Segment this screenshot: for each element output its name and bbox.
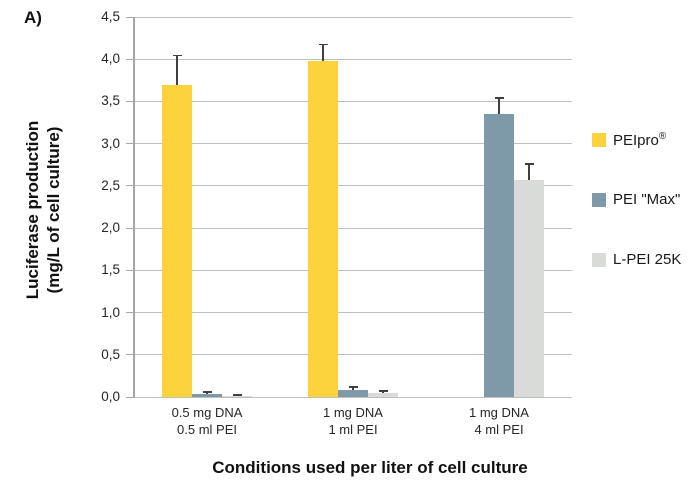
- y-axis-tick: [126, 100, 134, 102]
- legend-swatch-pei-max: [592, 192, 606, 207]
- x-axis-title: Conditions used per liter of cell cultur…: [212, 458, 528, 477]
- error-bar-cap-pei-max-cat2: [348, 386, 358, 389]
- x-category-label-line: 1 mg DNA: [323, 405, 383, 420]
- legend-swatch-peipro: [592, 133, 606, 147]
- bar-pei-max-cat1: [192, 394, 222, 397]
- error-bar-cap-peipro-cat2: [318, 43, 328, 46]
- legend-label-pei-max: PEI "Max": [613, 191, 681, 208]
- bar-peipro-cat1: [162, 84, 192, 397]
- x-category-label-2: 1 mg DNA 1 ml PEI: [287, 404, 419, 438]
- x-category-label-line: 0.5 ml PEI: [177, 422, 237, 437]
- gridline: [134, 58, 572, 60]
- error-bar-cap-peipro-cat1: [172, 54, 182, 57]
- y-axis-title: Luciferase production (mg/L of cell cult…: [22, 100, 64, 320]
- legend-item-l-pei-25k: L-PEI 25K: [592, 251, 681, 268]
- y-axis-tick: [126, 312, 134, 314]
- y-axis-tick: [126, 185, 134, 187]
- y-axis-title-line2: (mg/L of cell culture): [44, 126, 63, 294]
- legend-swatch-l-pei-25k: [592, 252, 606, 267]
- y-axis-tick: [126, 16, 134, 18]
- y-axis-line: [133, 17, 135, 398]
- gridline: [134, 227, 572, 229]
- bar-l-pei-25k-cat1: [222, 395, 252, 397]
- y-axis-tick: [126, 396, 134, 398]
- y-axis-title-line1: Luciferase production: [23, 120, 42, 300]
- legend-label-l-pei-25k: L-PEI 25K: [613, 251, 682, 268]
- error-bar-peipro-cat2: [322, 44, 324, 61]
- error-bar-cap-l-pei-25k-cat1: [232, 393, 242, 396]
- y-tick-label: 4,5: [101, 9, 120, 24]
- gridline: [134, 185, 572, 187]
- error-bar-cap-l-pei-25k-cat2: [378, 389, 388, 392]
- y-tick-label: 0,0: [101, 389, 120, 404]
- y-tick-label: 1,0: [101, 304, 120, 320]
- y-tick-label: 1,5: [101, 262, 120, 278]
- y-tick-label: 3,0: [101, 135, 120, 151]
- error-bar-cap-pei-max-cat3: [494, 96, 504, 99]
- bar-peipro-cat2: [308, 60, 338, 397]
- x-category-label-line: 1 mg DNA: [469, 405, 529, 420]
- error-bar-l-pei-25k-cat3: [528, 163, 530, 180]
- gridline: [134, 143, 572, 145]
- y-axis-tick: [126, 227, 134, 229]
- y-axis-tick: [126, 354, 134, 356]
- x-category-label-line: 1 ml PEI: [328, 422, 378, 437]
- x-category-label-line: 0.5 mg DNA: [171, 405, 243, 420]
- gridline: [134, 312, 572, 314]
- x-category-label-3: 1 mg DNA 4 ml PEI: [433, 404, 565, 438]
- gridline: [134, 396, 572, 398]
- y-axis-tick: [126, 269, 134, 271]
- gridline: [134, 354, 572, 356]
- y-tick-label: 2,0: [101, 220, 120, 236]
- x-category-label-1: 0.5 mg DNA 0.5 ml PEI: [141, 404, 273, 438]
- bar-l-pei-25k-cat2: [368, 392, 398, 397]
- gridline: [134, 16, 572, 18]
- error-bar-peipro-cat1: [176, 55, 178, 85]
- y-axis-tick: [126, 143, 134, 145]
- registered-trademark-symbol: ®: [658, 131, 667, 142]
- gridline: [134, 269, 572, 271]
- legend-label-peipro: PEIpro®: [613, 131, 667, 149]
- bar-l-pei-25k-cat3: [514, 179, 544, 397]
- gridline: [134, 100, 572, 102]
- legend-item-peipro: PEIpro®: [592, 131, 666, 149]
- bar-pei-max-cat3: [484, 114, 514, 397]
- x-category-label-line: 4 ml PEI: [474, 422, 524, 437]
- legend-item-pei-max: PEI "Max": [592, 191, 680, 208]
- error-bar-cap-l-pei-25k-cat3: [524, 163, 534, 166]
- y-tick-label: 4,0: [101, 51, 120, 67]
- panel-label: A): [24, 8, 42, 27]
- y-axis-tick: [126, 58, 134, 60]
- y-tick-label: 2,5: [101, 177, 120, 193]
- error-bar-pei-max-cat3: [498, 97, 500, 115]
- y-tick-label: 3,5: [101, 93, 120, 109]
- y-tick-label: 0,5: [101, 346, 120, 362]
- error-bar-pei-max-cat2: [352, 386, 354, 391]
- bar-pei-max-cat2: [338, 390, 368, 397]
- error-bar-cap-pei-max-cat1: [202, 391, 212, 394]
